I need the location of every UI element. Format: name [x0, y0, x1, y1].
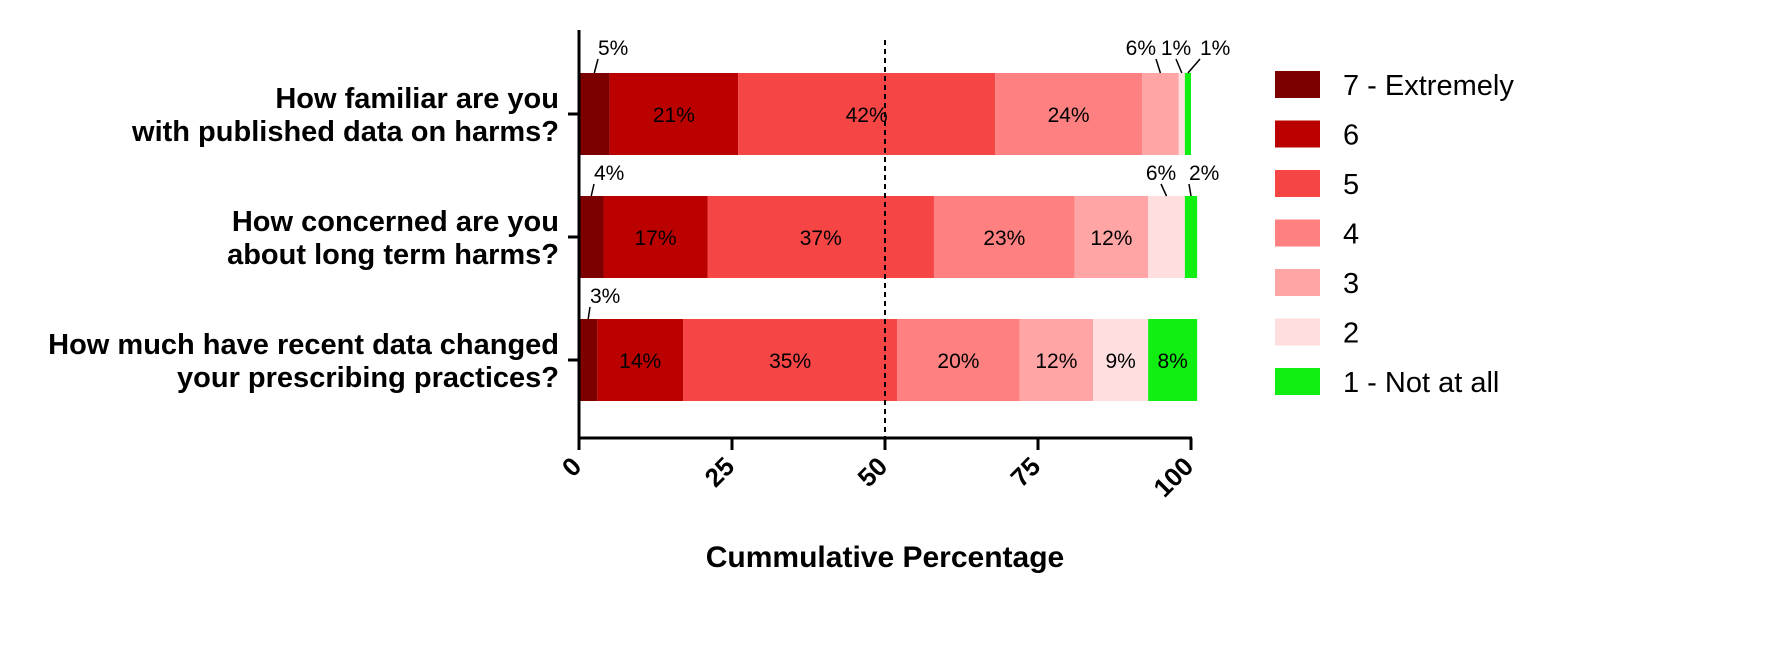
x-tick-label: 75	[1005, 451, 1047, 493]
callout-leader	[1160, 183, 1168, 197]
category-label: How familiar are you with published data …	[131, 83, 559, 148]
data-label: 3%	[590, 285, 620, 308]
x-tick-label: 25	[699, 451, 741, 493]
legend-label: 6	[1343, 120, 1359, 152]
bar-segment	[738, 73, 996, 155]
data-label: 12%	[1090, 227, 1132, 250]
data-label: 42%	[846, 104, 888, 127]
data-label: 12%	[1035, 350, 1077, 373]
bar-segment	[933, 196, 1075, 278]
bar-segment	[597, 319, 684, 401]
data-label: 1%	[1200, 37, 1230, 60]
bar-segment	[579, 319, 598, 401]
legend-label: 2	[1343, 318, 1359, 350]
bar-segment	[995, 73, 1143, 155]
callout-leader	[1188, 183, 1192, 197]
bar-segment	[897, 319, 1020, 401]
legend-swatch	[1275, 170, 1320, 197]
data-label: 8%	[1157, 350, 1187, 373]
bar-segment	[1148, 196, 1185, 278]
data-label: 24%	[1048, 104, 1090, 127]
category-label: How concerned are you about long term har…	[227, 206, 559, 271]
legend-label: 1 - Not at all	[1343, 367, 1499, 399]
legend-swatch	[1275, 368, 1320, 395]
callout-leader	[1155, 58, 1162, 74]
x-axis-title: Cummulative Percentage	[706, 541, 1064, 574]
data-label: 21%	[653, 104, 695, 127]
legend-swatch	[1275, 120, 1320, 148]
bar-segment	[683, 319, 898, 401]
data-label: 6%	[1146, 162, 1176, 185]
bar-segment	[579, 196, 604, 278]
legend-label: 7 - Extremely	[1343, 70, 1514, 102]
bar-segment	[1142, 73, 1179, 155]
legend-swatch	[1275, 71, 1320, 98]
x-tick-label: 50	[852, 451, 894, 493]
legend-swatch	[1275, 318, 1320, 346]
legend-swatch	[1275, 219, 1320, 247]
data-label: 37%	[800, 227, 842, 250]
bar-segment	[1184, 73, 1191, 155]
bar-segment	[1093, 319, 1149, 401]
data-label: 1%	[1161, 37, 1191, 60]
callout-leader	[587, 306, 591, 320]
bar-segment	[603, 196, 708, 278]
bar-segment	[1178, 73, 1185, 155]
callout-leader	[593, 58, 599, 74]
data-label: 5%	[598, 37, 628, 60]
bar-segment	[1184, 196, 1198, 278]
callout-leader	[1175, 58, 1183, 74]
bar-segment	[1019, 319, 1094, 401]
bar-segment	[579, 73, 610, 155]
data-label: 23%	[983, 227, 1025, 250]
data-label: 14%	[619, 350, 661, 373]
legend: 7 - Extremely 6 5 4 3 2 1 - Not at all	[1275, 70, 1514, 399]
bars-layer	[579, 73, 1198, 401]
x-tick-label: 100	[1147, 451, 1199, 503]
data-label: 2%	[1189, 162, 1219, 185]
callout-leader	[590, 183, 595, 197]
bar-segment	[707, 196, 934, 278]
data-label: 4%	[594, 162, 624, 185]
data-labels-layer: 21% 42% 24% 17% 37% 23% 12% 14% 35% 20% 12% 9% 8% 5% 6…	[587, 37, 1230, 373]
legend-label: 5	[1343, 169, 1359, 201]
data-label: 17%	[634, 227, 676, 250]
legend-label: 4	[1343, 219, 1359, 251]
callout-leader	[1187, 58, 1201, 74]
data-label: 20%	[937, 350, 979, 373]
data-label: 35%	[769, 350, 811, 373]
bar-segment	[1074, 196, 1149, 278]
legend-label: 3	[1343, 268, 1359, 300]
bar-segment	[609, 73, 739, 155]
data-label: 6%	[1126, 37, 1156, 60]
data-label: 9%	[1105, 350, 1135, 373]
category-label: How much have recent data changed your pr…	[48, 329, 559, 394]
legend-swatch	[1275, 269, 1320, 296]
x-tick-label: 0	[556, 451, 587, 482]
bar-segment	[1148, 319, 1198, 401]
